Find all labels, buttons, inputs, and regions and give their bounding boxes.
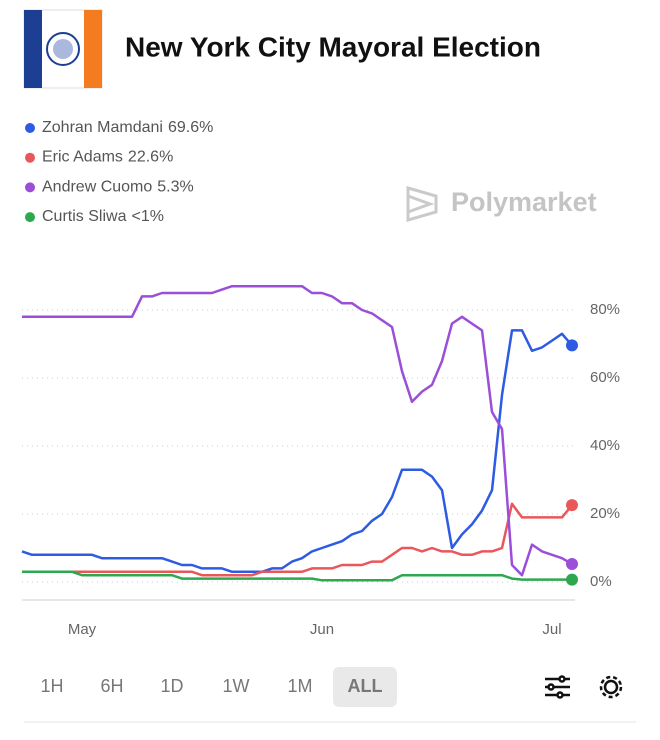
range-button[interactable]: 6H <box>100 676 123 696</box>
watermark <box>406 186 438 222</box>
watermark-text: Polymarket <box>451 187 597 217</box>
x-tick-label: Jul <box>542 621 561 638</box>
series-line <box>21 329 573 574</box>
logo <box>23 9 103 89</box>
legend-value: 22.6% <box>128 149 173 166</box>
last-point <box>566 573 578 586</box>
series-line <box>22 502 573 577</box>
legend-dot <box>25 212 35 223</box>
range-button[interactable]: 1W <box>223 676 250 696</box>
legend-label: Eric Adams 22.6% <box>42 149 173 166</box>
legend-dot <box>25 123 35 133</box>
range-button[interactable]: 1H <box>40 676 63 696</box>
y-tick-label: 60% <box>590 369 620 386</box>
legend-dot <box>25 152 35 163</box>
last-point <box>566 557 578 570</box>
range-button[interactable]: 1M <box>287 676 312 696</box>
legend-name: Andrew Cuomo <box>42 179 152 196</box>
legend-label: Zohran Mamdani 69.6% <box>42 119 213 136</box>
series-line <box>22 284 573 577</box>
y-tick-label: 0% <box>590 573 612 590</box>
range-button[interactable]: 1D <box>160 676 183 696</box>
last-point <box>566 499 578 512</box>
series-line <box>22 570 572 582</box>
last-point <box>566 339 578 352</box>
legend-dot <box>25 182 35 193</box>
legend-value: <1% <box>131 208 163 225</box>
y-tick-label: 80% <box>590 301 620 318</box>
chart-title: New York City Mayoral Election <box>125 31 541 62</box>
legend-name: Curtis Sliwa <box>42 208 127 225</box>
settings-icons[interactable] <box>545 675 623 699</box>
legend-name: Eric Adams <box>42 149 123 166</box>
legend-value: 5.3% <box>157 179 193 196</box>
x-tick-label: May <box>68 621 97 638</box>
legend-name: Zohran Mamdani <box>42 119 163 136</box>
legend-label: Curtis Sliwa <1% <box>42 208 164 225</box>
legend-label: Andrew Cuomo 5.3% <box>42 179 194 196</box>
selected-range-bg <box>333 667 397 707</box>
x-tick-label: Jun <box>310 621 334 638</box>
legend-value: 69.6% <box>168 119 213 136</box>
y-tick-label: 20% <box>590 505 620 522</box>
range-button[interactable]: ALL <box>348 676 383 696</box>
y-tick-label: 40% <box>590 437 620 454</box>
